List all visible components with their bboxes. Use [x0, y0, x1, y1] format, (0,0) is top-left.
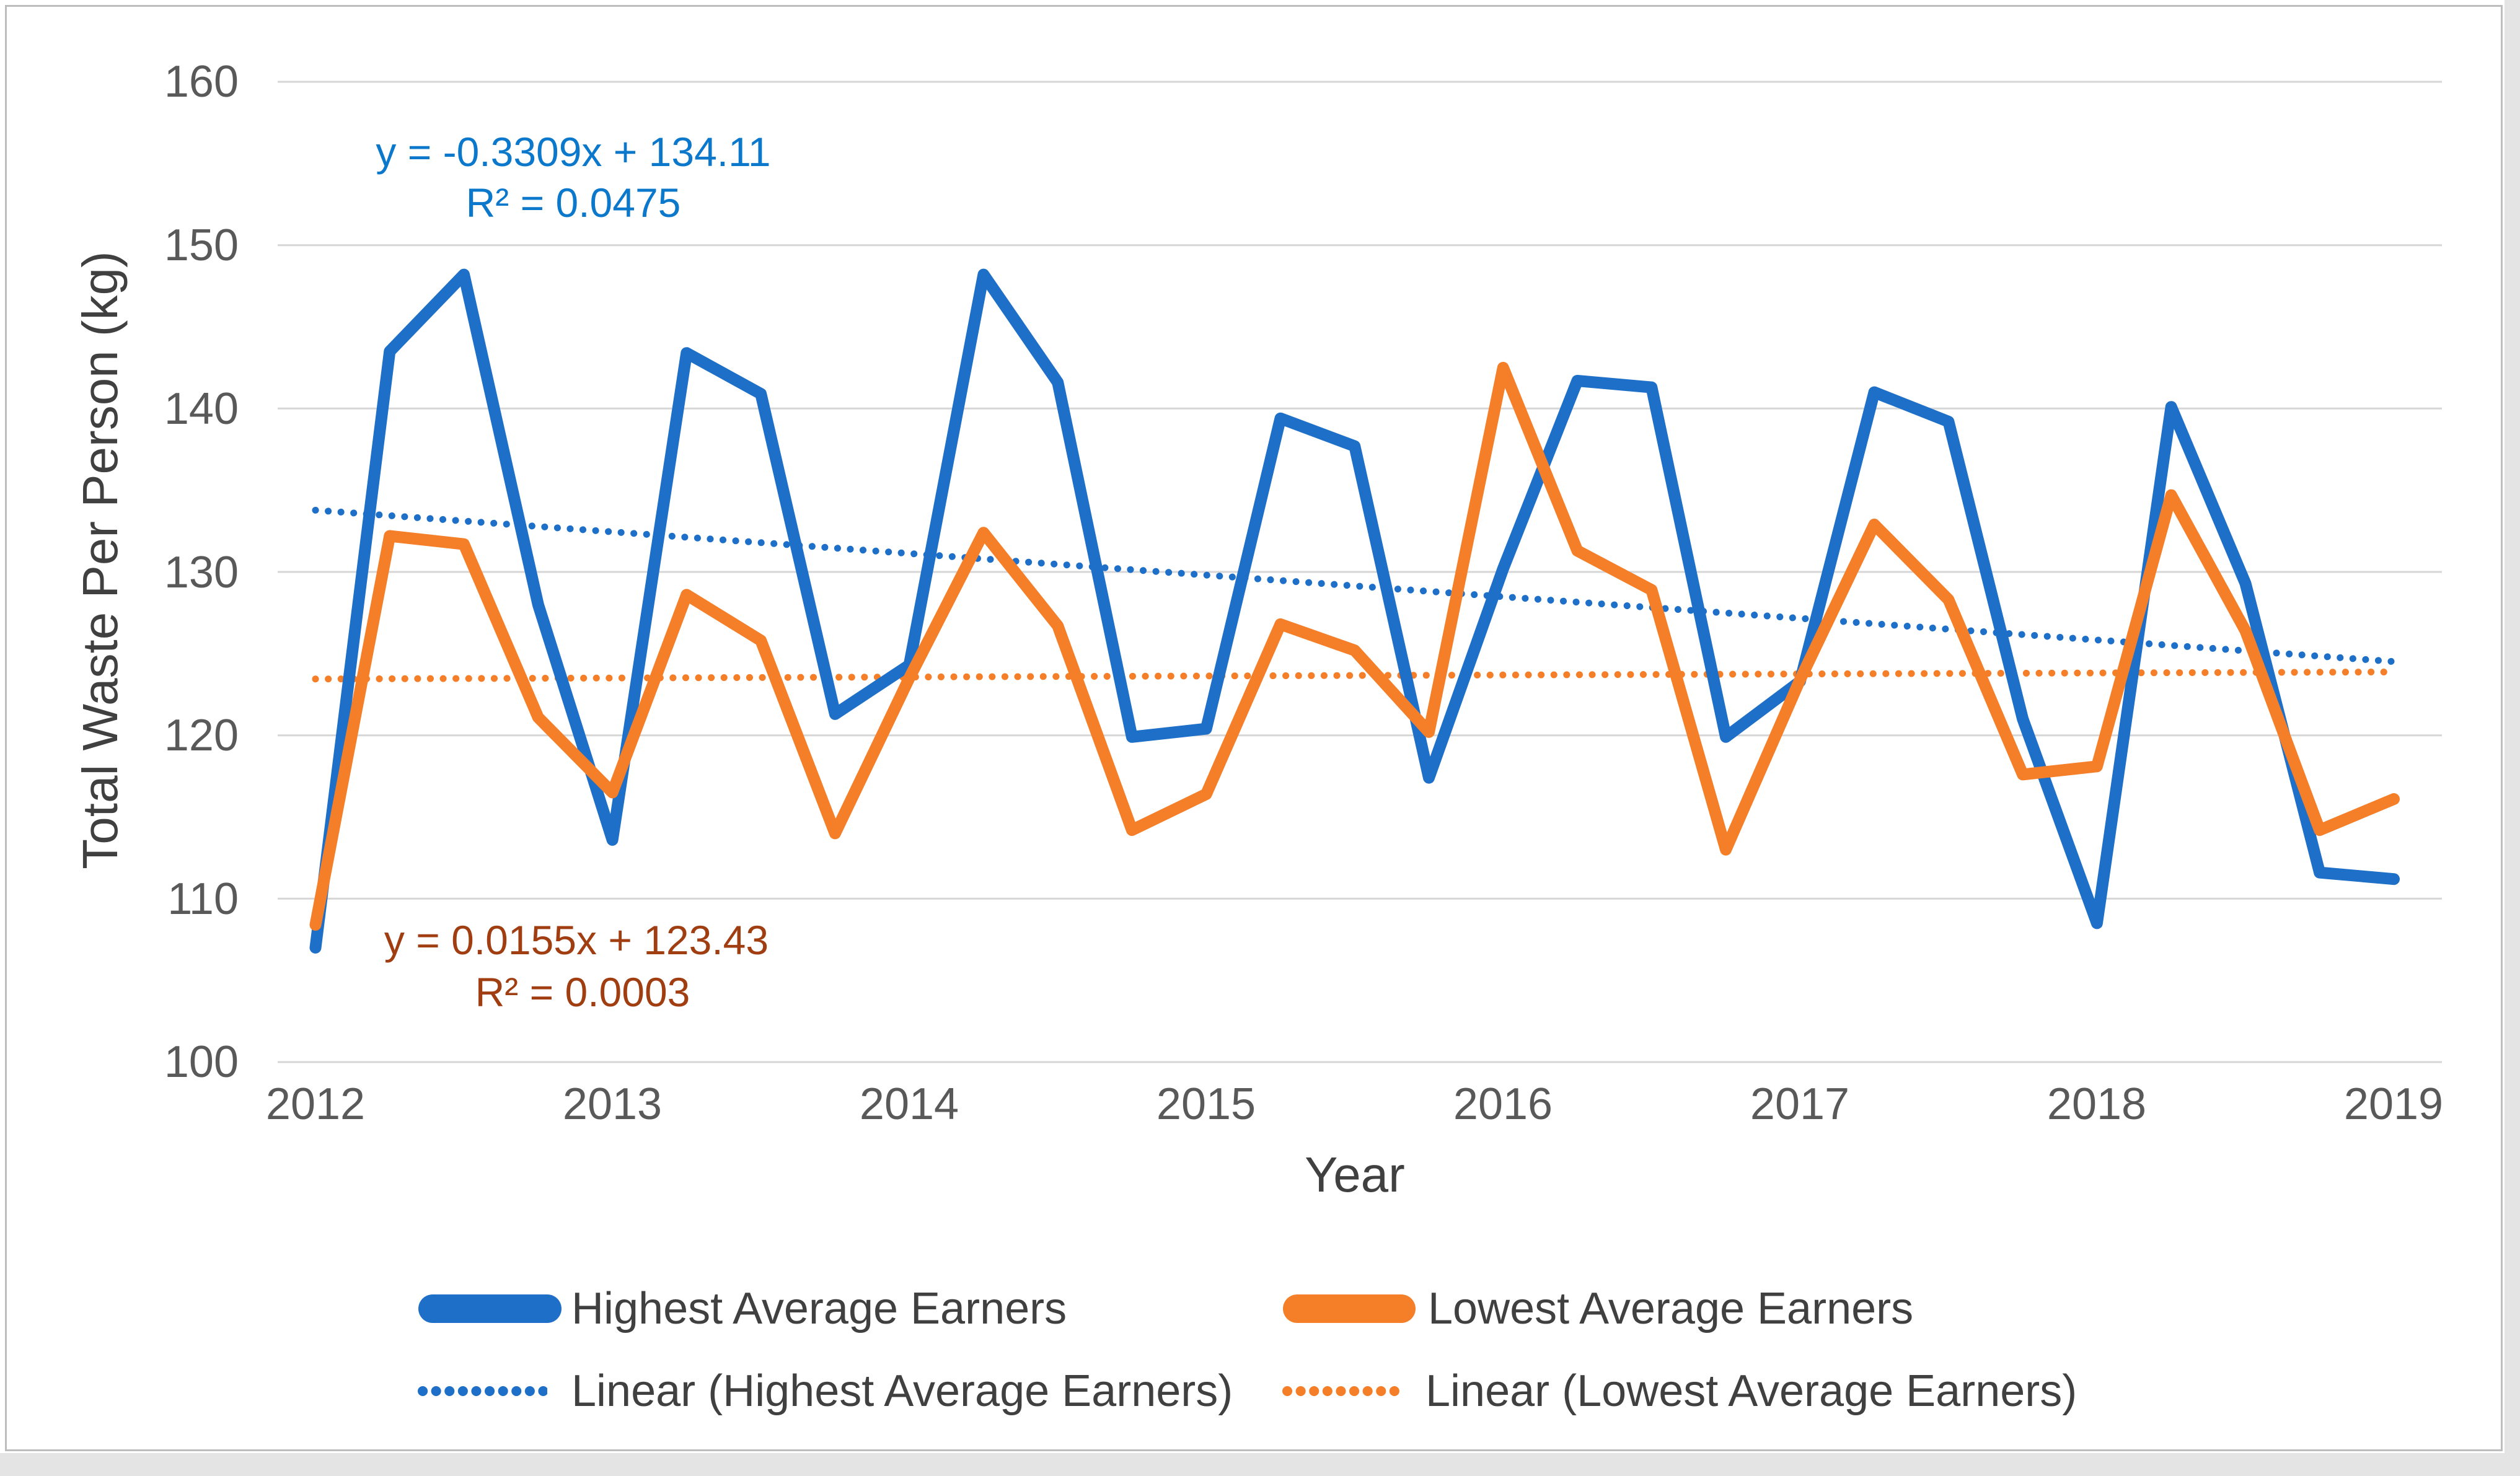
y-tick-120: 120 — [164, 711, 239, 760]
y-tick-140: 140 — [164, 384, 239, 434]
legend-item-highest[interactable]: Highest Average Earners — [418, 1283, 1067, 1335]
y-tick-150: 150 — [164, 221, 239, 270]
legend-item-linear-highest[interactable]: Linear (Highest Average Earners) — [418, 1365, 1233, 1417]
y-axis-title: Total Waste Per Person (kg) — [73, 251, 128, 869]
blue-trendline-equation: y = -0.3309x + 134.11 — [376, 129, 771, 175]
x-tick-2015: 2015 — [1156, 1079, 1256, 1129]
y-tick-100: 100 — [164, 1037, 239, 1087]
legend-line-sample-dotted-blue — [418, 1386, 547, 1396]
x-tick-2016: 2016 — [1453, 1079, 1553, 1129]
x-axis-title: Year — [1305, 1147, 1405, 1202]
orange-trendline-r2: R² = 0.0003 — [475, 969, 690, 1015]
legend-item-lowest[interactable]: Lowest Average Earners — [1282, 1283, 1913, 1335]
y-tick-110: 110 — [167, 874, 239, 924]
legend-label-lowest: Lowest Average Earners — [1428, 1284, 1914, 1333]
legend-label-linear-lowest: Linear (Lowest Average Earners) — [1425, 1366, 2077, 1416]
x-tick-2013: 2013 — [562, 1079, 663, 1129]
trendline-0 — [312, 506, 2397, 666]
series-line-0 — [309, 268, 2400, 954]
series-line-1 — [309, 361, 2400, 931]
page-margin-bottom — [0, 1453, 2520, 1476]
trendline-1 — [312, 668, 2397, 683]
legend-line-sample-solid-blue — [418, 1294, 562, 1323]
legend-label-highest: Highest Average Earners — [571, 1284, 1067, 1333]
y-tick-160: 160 — [164, 57, 239, 107]
blue-trendline-r2: R² = 0.0475 — [465, 180, 681, 226]
y-tick-130: 130 — [164, 548, 239, 597]
legend-label-linear-highest: Linear (Highest Average Earners) — [571, 1366, 1233, 1416]
x-tick-2019: 2019 — [2343, 1079, 2444, 1129]
legend-line-sample-dotted-orange — [1282, 1386, 1404, 1396]
x-tick-2014: 2014 — [859, 1079, 959, 1129]
x-tick-2017: 2017 — [1750, 1079, 1850, 1129]
x-tick-2018: 2018 — [2046, 1079, 2147, 1129]
page-margin-right — [2505, 0, 2520, 1476]
legend-item-linear-lowest[interactable]: Linear (Lowest Average Earners) — [1282, 1365, 2077, 1417]
x-tick-2012: 2012 — [265, 1079, 366, 1129]
legend-line-sample-solid-orange — [1283, 1294, 1416, 1323]
orange-trendline-equation: y = 0.0155x + 123.43 — [384, 917, 769, 963]
